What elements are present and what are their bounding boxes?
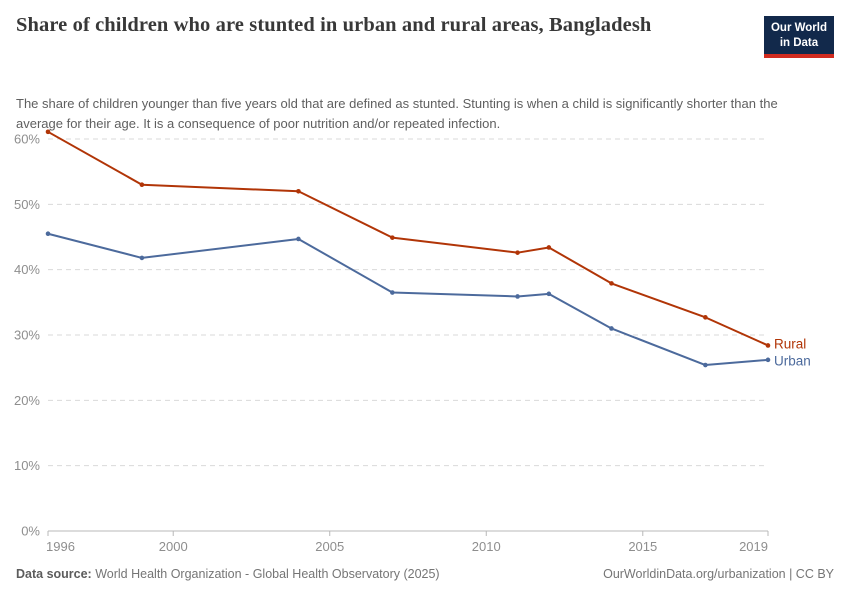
series-point-rural: [515, 250, 520, 255]
data-source: Data source: World Health Organization -…: [16, 567, 440, 581]
y-tick-label: 50%: [14, 197, 40, 212]
series-end-label-urban: Urban: [774, 354, 811, 369]
x-tick-label: 1996: [46, 539, 75, 554]
chart-subtitle: The share of children younger than five …: [16, 96, 778, 131]
series-point-urban: [609, 326, 614, 331]
series-point-urban: [296, 236, 301, 242]
y-tick-label: 40%: [14, 262, 40, 277]
series-end-label-rural: Rural: [774, 337, 806, 352]
series-point-rural: [609, 281, 614, 286]
x-tick-label: 2000: [159, 539, 188, 554]
series-point-urban: [515, 294, 520, 299]
owid-logo-line1: Our World: [770, 22, 827, 34]
y-tick-label: 60%: [14, 132, 40, 147]
y-tick-label: 30%: [14, 328, 40, 343]
series-point-urban: [703, 362, 708, 368]
owid-logo: Our World in Data: [763, 16, 834, 59]
series-point-rural: [45, 129, 51, 135]
series-point-rural: [765, 343, 771, 348]
y-tick-label: 20%: [14, 393, 40, 408]
page-title: Share of children who are stunted in urb…: [16, 14, 652, 36]
attribution-link[interactable]: OurWorldinData.org/urbanization | CC BY: [603, 567, 834, 581]
x-tick-label: 2005: [315, 539, 344, 554]
series-point-urban: [765, 357, 771, 363]
series-point-rural: [296, 188, 301, 194]
chart-footer: Data source: World Health Organization -…: [16, 567, 834, 581]
y-tick-label: 0%: [21, 524, 40, 539]
series-point-urban: [45, 231, 51, 237]
x-tick-label: 2015: [628, 539, 657, 554]
series-point-urban: [546, 291, 552, 297]
data-source-label: Data source:: [16, 567, 92, 581]
series-point-rural: [390, 235, 395, 240]
y-tick-label: 10%: [14, 458, 40, 473]
series-line-urban: [47, 232, 769, 367]
series-point-urban: [390, 290, 395, 295]
data-source-text: World Health Organization - Global Healt…: [95, 567, 440, 581]
series-point-urban: [139, 255, 145, 261]
x-tick-label: 2010: [472, 539, 501, 554]
series-point-rural: [139, 182, 145, 188]
series-point-rural: [546, 245, 552, 250]
x-tick-label: 2019: [739, 539, 768, 554]
series-line-rural: [47, 130, 769, 347]
owid-logo-line2: in Data: [779, 36, 819, 49]
series-point-rural: [703, 315, 708, 320]
